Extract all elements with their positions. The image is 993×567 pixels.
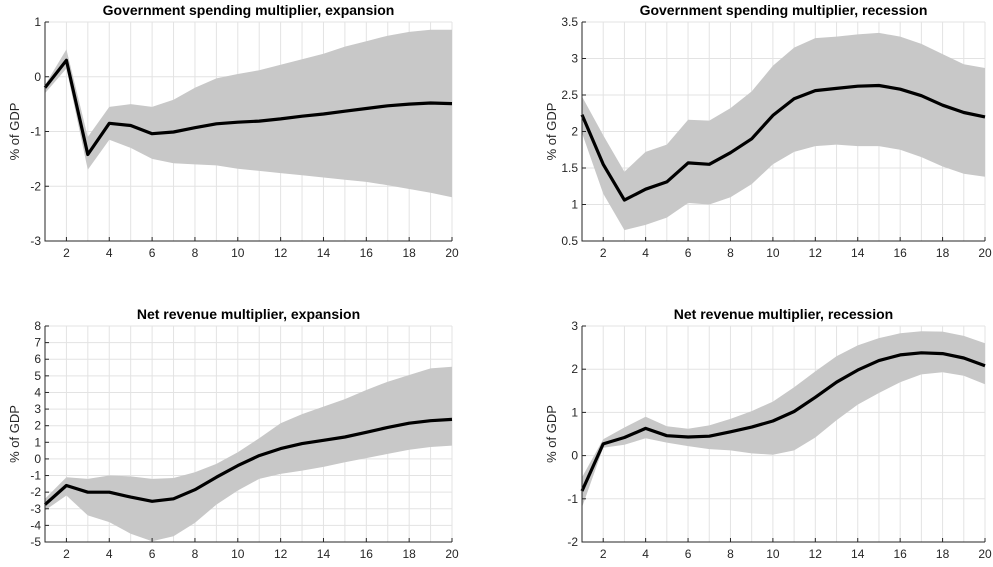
confidence-band bbox=[45, 366, 452, 542]
y-tick-label: -4 bbox=[30, 518, 41, 532]
y-tick-label: 2 bbox=[571, 362, 578, 376]
y-tick-label: 0 bbox=[571, 449, 578, 463]
x-tick-label: 8 bbox=[727, 246, 734, 260]
x-tick-label: 8 bbox=[192, 547, 199, 561]
y-tick-label: 0.5 bbox=[561, 234, 578, 248]
x-tick-label: 4 bbox=[106, 547, 113, 561]
x-tick-label: 10 bbox=[766, 547, 780, 561]
x-tick-label: 4 bbox=[642, 246, 649, 260]
x-tick-label: 2 bbox=[600, 246, 607, 260]
x-tick-label: 20 bbox=[445, 246, 459, 260]
y-tick-label: 2 bbox=[34, 419, 41, 433]
x-tick-label: 2 bbox=[600, 547, 607, 561]
x-tick-label: 12 bbox=[809, 547, 823, 561]
x-tick-label: 6 bbox=[685, 547, 692, 561]
y-tick-label: 0 bbox=[34, 452, 41, 466]
chart-title: Net revenue multiplier, recession bbox=[674, 306, 893, 322]
y-tick-label: 3 bbox=[571, 52, 578, 66]
x-tick-label: 14 bbox=[317, 246, 331, 260]
x-tick-label: 6 bbox=[149, 547, 156, 561]
x-tick-label: 4 bbox=[106, 246, 113, 260]
y-axis-label: % of GDP bbox=[544, 103, 559, 161]
x-tick-label: 6 bbox=[149, 246, 156, 260]
x-tick-label: 14 bbox=[851, 547, 865, 561]
x-tick-label: 10 bbox=[231, 246, 245, 260]
y-tick-label: -3 bbox=[30, 234, 41, 248]
y-tick-label: -3 bbox=[30, 502, 41, 516]
x-tick-label: 10 bbox=[766, 246, 780, 260]
y-tick-label: 2 bbox=[571, 125, 578, 139]
x-tick-label: 14 bbox=[851, 246, 865, 260]
x-tick-label: 2 bbox=[63, 246, 70, 260]
x-tick-label: 12 bbox=[274, 547, 288, 561]
confidence-band bbox=[582, 331, 985, 508]
y-tick-label: 1 bbox=[571, 198, 578, 212]
x-tick-label: 12 bbox=[809, 246, 823, 260]
x-tick-label: 16 bbox=[893, 246, 907, 260]
y-tick-label: -1 bbox=[567, 492, 578, 506]
y-tick-label: -2 bbox=[567, 535, 578, 549]
x-tick-label: 20 bbox=[445, 547, 459, 561]
x-tick-label: 18 bbox=[402, 547, 416, 561]
median-line bbox=[580, 83, 986, 202]
x-tick-label: 16 bbox=[893, 547, 907, 561]
chart-title: Net revenue multiplier, expansion bbox=[137, 306, 360, 322]
chart-title: Government spending multiplier, recessio… bbox=[640, 2, 928, 18]
y-tick-label: 3.5 bbox=[561, 15, 578, 29]
y-tick-label: -1 bbox=[30, 125, 41, 139]
y-tick-label: 5 bbox=[34, 369, 41, 383]
y-tick-label: 7 bbox=[34, 336, 41, 350]
confidence-band bbox=[45, 29, 452, 198]
x-tick-label: 8 bbox=[192, 246, 199, 260]
y-tick-label: 1 bbox=[571, 405, 578, 419]
y-axis-label: % of GDP bbox=[7, 405, 22, 463]
y-tick-label: 2.5 bbox=[561, 88, 578, 102]
chart-title: Government spending multiplier, expansio… bbox=[103, 2, 395, 18]
x-tick-label: 20 bbox=[978, 547, 992, 561]
x-tick-label: 16 bbox=[360, 246, 374, 260]
y-tick-label: 4 bbox=[34, 385, 41, 399]
median-line bbox=[43, 58, 453, 157]
x-tick-label: 14 bbox=[317, 547, 331, 561]
x-tick-label: 2 bbox=[63, 547, 70, 561]
y-axis-label: % of GDP bbox=[7, 103, 22, 161]
y-tick-label: 8 bbox=[34, 319, 41, 333]
x-tick-label: 20 bbox=[978, 246, 992, 260]
y-tick-label: -1 bbox=[30, 469, 41, 483]
y-tick-label: -5 bbox=[30, 535, 41, 549]
y-tick-label: 3 bbox=[571, 319, 578, 333]
y-tick-label: -2 bbox=[30, 179, 41, 193]
y-axis-label: % of GDP bbox=[544, 405, 559, 463]
x-tick-label: 18 bbox=[936, 246, 950, 260]
x-tick-label: 10 bbox=[231, 547, 245, 561]
x-tick-label: 16 bbox=[360, 547, 374, 561]
chart-panel-2: 2 4 6 8 10 12 14 16 18 20 0.5 1 1.5 2 2.5 3 3.5 Governmen… bbox=[544, 2, 992, 260]
chart-panel-1: 2 4 6 8 10 12 14 16 18 20 -3 -2 -1 0 1 Government spend… bbox=[7, 2, 459, 260]
median-line bbox=[43, 417, 453, 506]
y-tick-label: 1.5 bbox=[561, 161, 578, 175]
confidence-band bbox=[582, 32, 985, 231]
x-tick-label: 8 bbox=[727, 547, 734, 561]
y-tick-label: 0 bbox=[34, 70, 41, 84]
x-tick-label: 18 bbox=[402, 246, 416, 260]
y-tick-label: -2 bbox=[30, 485, 41, 499]
y-tick-label: 1 bbox=[34, 435, 41, 449]
y-tick-label: 3 bbox=[34, 402, 41, 416]
x-tick-label: 6 bbox=[685, 246, 692, 260]
median-line bbox=[580, 351, 986, 492]
x-tick-label: 12 bbox=[274, 246, 288, 260]
x-tick-label: 18 bbox=[936, 547, 950, 561]
y-tick-label: 1 bbox=[34, 15, 41, 29]
x-tick-label: 4 bbox=[642, 547, 649, 561]
y-tick-label: 6 bbox=[34, 352, 41, 366]
